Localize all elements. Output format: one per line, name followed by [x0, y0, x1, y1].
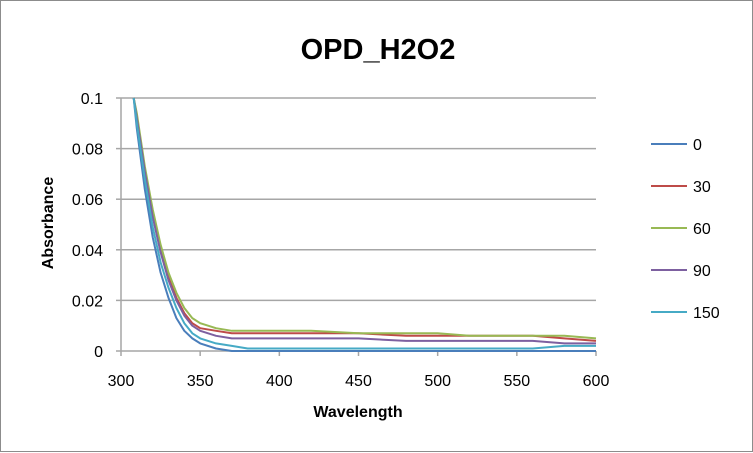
x-axis-ticks: 300 350 400 450 500 550 600 [108, 373, 610, 390]
y-tick-label: 0.02 [72, 293, 103, 310]
x-tick-label: 600 [583, 373, 610, 390]
legend-label: 0 [693, 137, 702, 154]
legend-label: 90 [693, 263, 711, 280]
x-tick-label: 550 [503, 373, 530, 390]
y-tick-label: 0.08 [72, 142, 103, 159]
series-line-0 [132, 97, 596, 352]
chart-title: OPD_H2O2 [301, 34, 456, 66]
y-axis-label: Absorbance [40, 177, 57, 270]
legend-label: 150 [693, 305, 720, 322]
y-tick-label: 0.1 [81, 91, 103, 108]
series-line-30 [132, 97, 597, 342]
x-tick-label: 350 [187, 373, 214, 390]
x-tick-label: 300 [108, 373, 135, 390]
legend: 0 30 60 90 150 [651, 137, 720, 322]
y-tick-label: 0 [94, 344, 103, 361]
x-axis-label: Wavelength [313, 404, 402, 421]
x-tick-label: 400 [266, 373, 293, 390]
y-tick-label: 0.06 [72, 192, 103, 209]
legend-label: 60 [693, 221, 711, 238]
series-line-150 [132, 97, 596, 350]
series-line-60 [132, 97, 597, 340]
legend-label: 30 [693, 179, 711, 196]
series-lines [132, 97, 597, 352]
y-axis-ticks: 0 0.02 0.04 0.06 0.08 0.1 [72, 91, 103, 361]
x-tick-label: 450 [345, 373, 372, 390]
x-tick-label: 500 [424, 373, 451, 390]
y-tick-label: 0.04 [72, 243, 103, 260]
gridlines [116, 97, 597, 356]
series-line-90 [132, 97, 596, 345]
